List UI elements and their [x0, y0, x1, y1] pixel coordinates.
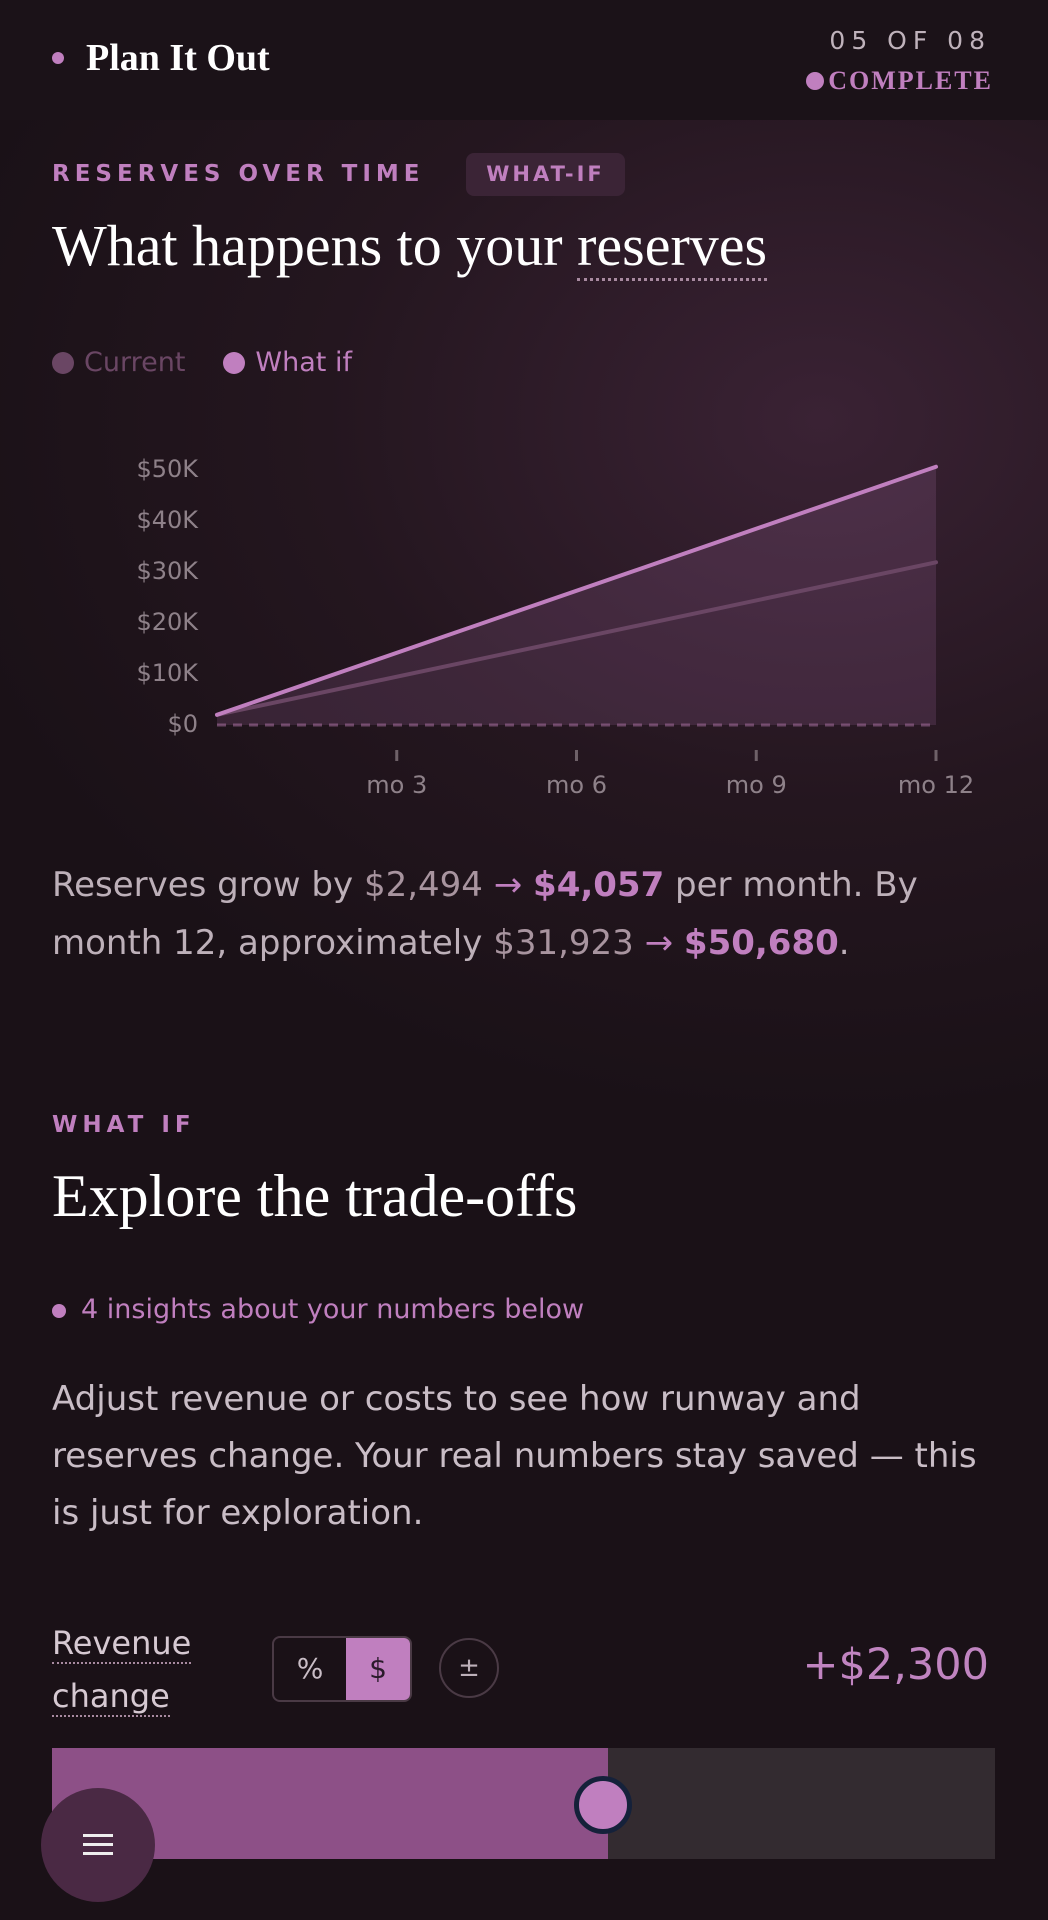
- slider-thumb[interactable]: [574, 1776, 632, 1834]
- arrow: →: [493, 865, 523, 905]
- chart: $0 $10K $20K $30K $40K $50K mo 3 mo 6 mo 9 mo 12: [136, 455, 974, 799]
- control-value: +$2,300: [802, 1640, 990, 1690]
- app-title: Plan It Out: [86, 37, 270, 79]
- x-tick-label: mo 3: [366, 771, 427, 799]
- legend-item[interactable]: What if: [223, 347, 352, 378]
- y-tick-label: $40K: [136, 506, 199, 534]
- sign-toggle[interactable]: ±: [439, 1638, 499, 1698]
- section-heading: What happens to your reserves: [52, 212, 768, 281]
- legend-label: Current: [84, 347, 186, 378]
- y-tick-label: $0: [167, 710, 198, 738]
- header: [0, 0, 1048, 120]
- series-line: [215, 560, 938, 717]
- y-tick-label: $10K: [136, 659, 199, 687]
- current-monthly: $2,494: [363, 865, 483, 905]
- summary-text: per month. By month 12, approximately: [52, 865, 918, 963]
- section-eyebrow: WHAT IF: [52, 1112, 196, 1138]
- y-tick-label: $20K: [136, 608, 199, 636]
- legend-swatch: [52, 351, 74, 374]
- y-tick-label: $50K: [136, 455, 199, 483]
- body-text: Adjust revenue or costs to see how runwa…: [52, 1379, 977, 1533]
- summary: Reserves grow by $2,494 → $4,057 per mon…: [52, 856, 992, 972]
- insight-dot: [52, 1304, 66, 1318]
- legend: Current What if: [52, 347, 352, 378]
- progress: 05 OF 08: [829, 26, 991, 55]
- section-heading: Explore the trade-offs: [52, 1163, 578, 1229]
- control-label: Revenue change: [52, 1617, 212, 1723]
- current-total: $31,923: [493, 923, 634, 963]
- heading-text: What happens to your: [52, 213, 563, 278]
- insights-link[interactable]: 4 insights about your numbers below: [81, 1294, 585, 1325]
- unit-toggle: % $: [272, 1636, 412, 1702]
- unit-percent[interactable]: %: [296, 1652, 324, 1685]
- control-label-text: Revenue change: [52, 1624, 192, 1717]
- x-tick-label: mo 9: [726, 771, 787, 799]
- y-tick-label: $30K: [136, 557, 199, 585]
- menu-icon: [83, 1834, 113, 1837]
- legend-label: What if: [255, 347, 352, 378]
- brand-dot: [52, 52, 64, 64]
- series-line: [215, 464, 938, 717]
- status-dot: [806, 72, 824, 90]
- heading-term[interactable]: reserves: [577, 213, 768, 281]
- x-tick-label: mo 12: [898, 771, 974, 799]
- badge: WHAT-IF: [466, 153, 625, 196]
- menu-button[interactable]: [41, 1788, 155, 1902]
- legend-item[interactable]: Current: [52, 347, 185, 378]
- whatif-monthly: $4,057: [533, 865, 665, 905]
- whatif-total: $50,680: [683, 923, 839, 963]
- area: [217, 466, 936, 725]
- legend-swatch: [223, 351, 246, 374]
- summary-text: Reserves grow by: [52, 865, 354, 905]
- arrow: →: [644, 923, 674, 963]
- x-tick-label: mo 6: [546, 771, 607, 799]
- section-eyebrow: RESERVES OVER TIME: [52, 161, 425, 187]
- unit-dollar[interactable]: $: [346, 1638, 410, 1700]
- summary-end: .: [838, 923, 850, 963]
- status: COMPLETE: [828, 66, 993, 95]
